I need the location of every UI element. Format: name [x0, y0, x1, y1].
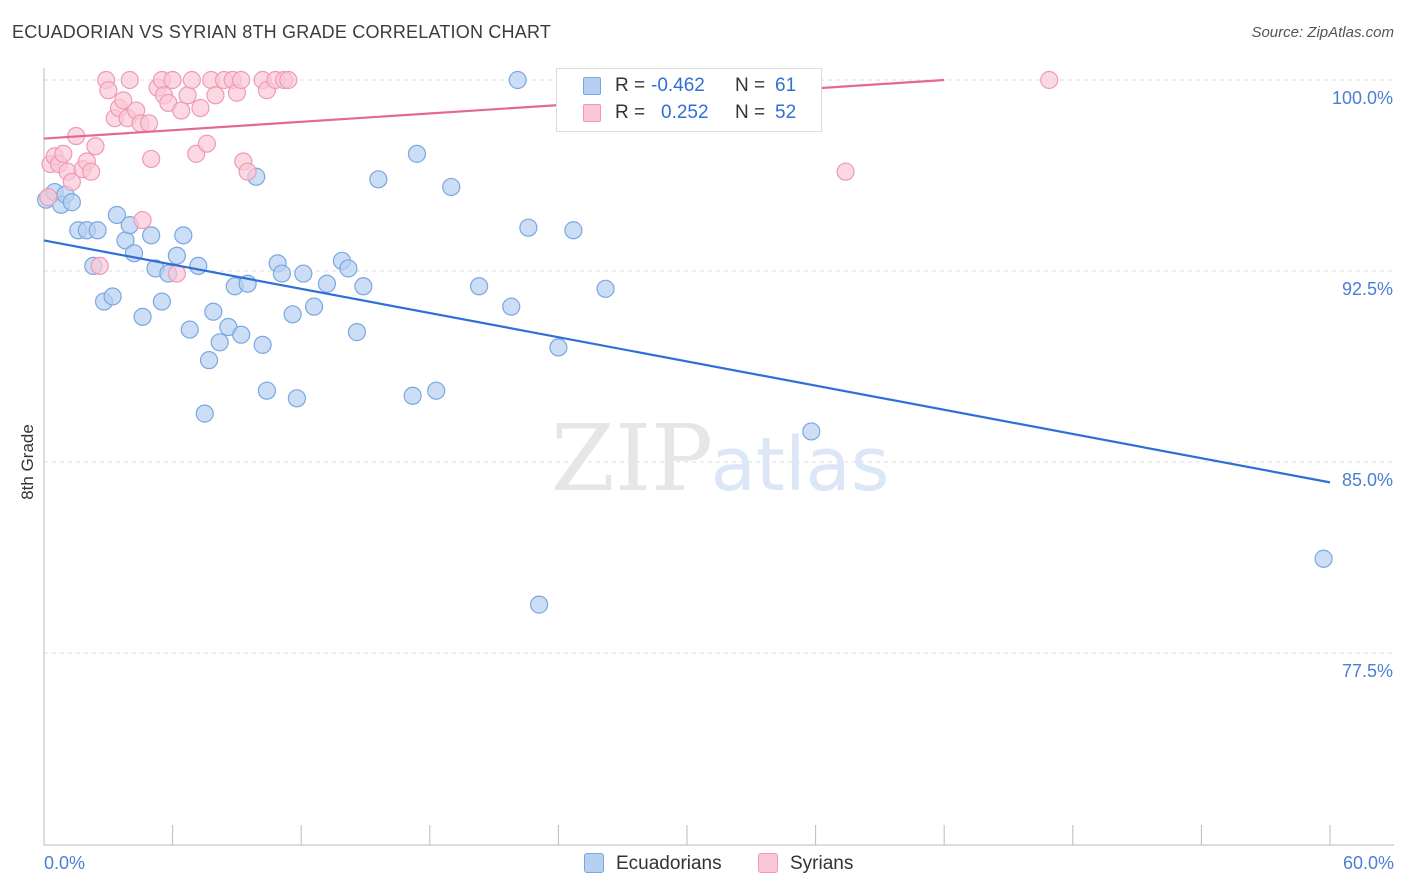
watermark: ZIP atlas	[551, 405, 890, 512]
watermark-atlas: atlas	[711, 422, 890, 508]
ecuadorian-point	[339, 259, 358, 278]
ecuadorian-point	[442, 177, 461, 197]
ecuadorian-point	[802, 422, 821, 441]
syrian-point	[39, 188, 58, 207]
syrian-point	[133, 210, 152, 230]
syrian-point	[82, 162, 101, 181]
syrian-point	[99, 81, 118, 100]
chart-title: ECUADORIAN VS SYRIAN 8TH GRADE CORRELATI…	[12, 22, 552, 42]
y-axis-label: 8th Grade	[18, 424, 37, 500]
bottom-legend-swatch-pink	[758, 853, 778, 873]
labels-layer: 100.0% 92.5% 85.0% 77.5% 0.0% 60.0% 8th Grade	[18, 88, 1394, 873]
ecuadorian-point	[564, 221, 583, 240]
ecuadorian-point	[142, 226, 161, 245]
ecuadorian-point	[199, 351, 219, 370]
ecuadorian-point	[204, 302, 223, 321]
ecuadorian-point	[427, 381, 446, 400]
ecuadorian-point	[549, 338, 568, 357]
syrian-point	[86, 137, 105, 156]
ecuadorian-point	[195, 404, 214, 423]
ecuadorian-point	[62, 193, 81, 212]
y-tick-label: 92.5%	[1342, 279, 1393, 299]
legend-n-label: N =	[735, 102, 766, 123]
ecuadorian-point	[283, 305, 302, 324]
legend-n-label: N =	[735, 75, 766, 96]
ecuadorian-point	[347, 323, 367, 342]
ecuadorian-point	[469, 277, 489, 296]
syrian-point	[197, 134, 216, 153]
syrian-point	[836, 162, 855, 181]
legend-swatch-blue	[583, 77, 601, 95]
syrian-point	[1040, 70, 1059, 90]
syrian-point	[172, 101, 191, 120]
source-label: Source: ZipAtlas.com	[1251, 24, 1394, 41]
ecuadorian-point	[210, 333, 229, 352]
legend-row-ecuadorians: R = -0.462 N = 61	[557, 73, 821, 99]
ecuadorian-point	[354, 277, 373, 296]
syrian-point	[120, 70, 139, 90]
ecuadorian-point	[304, 297, 324, 316]
y-tick-label: 100.0%	[1332, 88, 1393, 108]
ecuadorian-point	[596, 279, 615, 298]
syrian-point	[191, 98, 210, 118]
ecuadorian-point	[189, 256, 208, 276]
y-tick-label: 77.5%	[1342, 661, 1393, 681]
watermark-zip: ZIP	[551, 405, 713, 512]
syrian-point	[62, 172, 81, 191]
ecuadorian-point	[1314, 549, 1333, 568]
legend-row-syrians: R = 0.252 N = 52	[557, 100, 821, 126]
syrian-point	[139, 114, 159, 133]
ecuadorian-point	[180, 320, 199, 339]
ecuadorian-point	[407, 144, 427, 163]
legend-r-value: 0.252	[661, 102, 709, 123]
ecuadorian-point	[257, 381, 277, 400]
ecuadorian-point	[403, 386, 422, 405]
ecuadorian-point	[167, 246, 186, 265]
ecuadorian-point	[519, 218, 538, 237]
syrian-point	[90, 256, 109, 276]
legend-n-value: 61	[775, 75, 797, 96]
ecuadorian-point	[530, 595, 549, 614]
legend-r-value: -0.462	[651, 75, 705, 96]
ecuadorian-point	[253, 335, 272, 354]
ecuadorian-point	[508, 70, 527, 90]
syrian-point	[206, 86, 225, 105]
syrian-point	[232, 70, 251, 90]
points-layer	[37, 70, 1333, 614]
ecuadorian-point	[174, 226, 193, 245]
ecuadorian-point	[369, 170, 388, 189]
x-tick-label: 0.0%	[44, 853, 85, 873]
ecuadorian-point	[502, 297, 521, 316]
ecuadorian-point	[88, 221, 107, 240]
y-tick-label: 85.0%	[1342, 470, 1393, 490]
ecuadorian-point	[272, 264, 292, 283]
ecuadorian-point	[294, 264, 313, 283]
ecuadorian-point	[133, 307, 152, 326]
syrian-point	[182, 70, 201, 90]
legend-swatch-pink	[583, 104, 601, 122]
legend-box: R = -0.462 N = 61 R = 0.252 N = 52	[556, 68, 822, 132]
syrian-point	[142, 149, 161, 169]
legend-r-label: R =	[615, 75, 646, 96]
bottom-legend-label: Syrians	[790, 853, 854, 874]
ecuadorian-point	[287, 389, 307, 408]
ecuadorian-point	[107, 205, 126, 225]
ecuadorian-point	[152, 292, 171, 311]
syrian-point	[114, 91, 133, 110]
syrian-point	[279, 70, 298, 90]
syrian-point	[238, 162, 257, 181]
ecuadorian-point	[103, 287, 122, 306]
ecuadorian-point	[232, 325, 251, 344]
bottom-legend-label: Ecuadorians	[616, 853, 722, 874]
syrian-point	[178, 86, 197, 105]
x-tick-label: 60.0%	[1343, 853, 1394, 873]
ecuadorian-trend-line	[43, 239, 1331, 484]
syrian-point	[163, 70, 182, 90]
bottom-legend-swatch-blue	[584, 853, 604, 873]
legend-r-label: R =	[615, 102, 646, 123]
syrian-point	[54, 144, 73, 163]
legend-n-value: 52	[775, 102, 797, 123]
ecuadorian-point	[317, 274, 337, 293]
